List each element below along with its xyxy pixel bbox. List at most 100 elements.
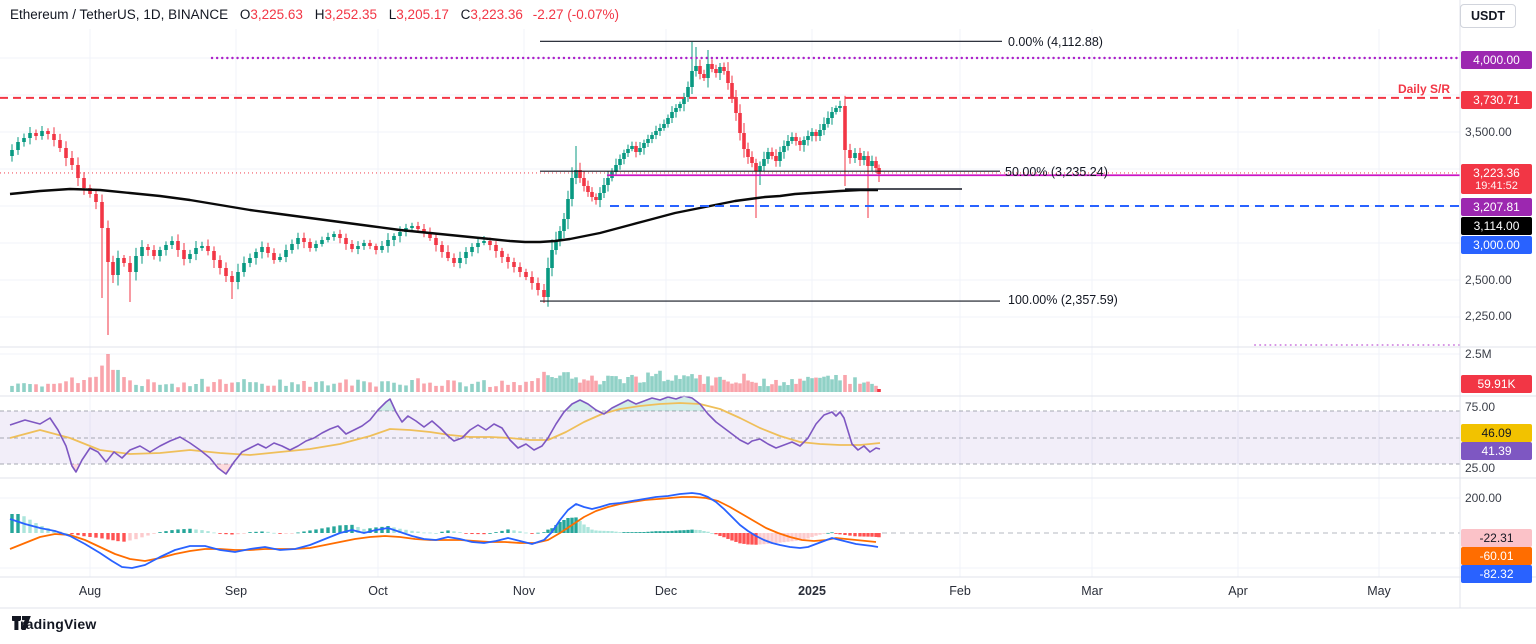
macd-histogram-bar: [332, 526, 336, 533]
macd-line[interactable]: [9, 492, 879, 569]
macd-histogram-bar: [642, 532, 646, 533]
volume-bar: [434, 385, 438, 392]
macd-histogram-bar: [666, 531, 670, 533]
price-badge: 3,223.36 19:41:52: [1461, 164, 1532, 194]
volume-bar: [546, 375, 550, 392]
volume-bar: [260, 383, 264, 392]
candle-body: [100, 202, 104, 228]
macd-histogram-bar: [714, 533, 718, 535]
volume-bar: [630, 374, 634, 392]
volume-bar: [814, 377, 818, 392]
macd-histogram-bar: [866, 533, 870, 537]
macd-histogram-bar: [662, 531, 666, 533]
macd-histogram-bar: [410, 530, 414, 533]
volume-bar: [853, 377, 857, 392]
tradingview-attribution[interactable]: TradingView: [12, 616, 96, 632]
volume-bar: [750, 381, 754, 392]
volume-bar: [28, 384, 32, 392]
volume-bar: [134, 384, 138, 392]
candle-body: [170, 241, 174, 245]
candle-body: [710, 64, 714, 69]
time-axis-label: Feb: [949, 584, 971, 598]
volume-bar: [464, 386, 468, 392]
volume-bar: [848, 383, 852, 392]
macd-histogram-bar: [494, 532, 498, 533]
fib-50-label[interactable]: 50.00% (3,235.24): [1005, 165, 1108, 179]
volume-bar: [40, 386, 44, 392]
volume-bar: [798, 378, 802, 392]
macd-histogram-bar: [646, 531, 650, 533]
symbol-legend[interactable]: Ethereum / TetherUS, 1D, BINANCE O3,225.…: [10, 7, 619, 22]
candle-body: [410, 226, 414, 228]
macd-histogram-bar: [188, 528, 192, 533]
volume-bar: [806, 376, 810, 392]
volume-bar: [416, 378, 420, 392]
macd-histogram-bar: [170, 530, 174, 533]
symbol-title[interactable]: Ethereum / TetherUS, 1D, BINANCE: [10, 7, 229, 22]
candle-body: [706, 64, 710, 78]
volume-bar: [658, 370, 662, 392]
macd-histogram-bar: [140, 533, 144, 538]
candle-body: [284, 250, 288, 257]
volume-bar: [374, 386, 378, 392]
fib-0-label[interactable]: 0.00% (4,112.88): [1008, 35, 1103, 49]
candle-body: [650, 135, 654, 139]
price-badge: 3,207.81: [1461, 198, 1532, 216]
volume-bar: [82, 379, 86, 392]
volume-bar: [488, 386, 492, 392]
volume-bar: [834, 375, 838, 392]
candle-body: [200, 246, 204, 248]
candle-body: [598, 193, 602, 200]
candle-body: [296, 238, 300, 244]
volume-bar: [830, 379, 834, 392]
candle-body: [674, 108, 678, 112]
volume-bar: [686, 376, 690, 392]
volume-bar: [554, 378, 558, 392]
macd-histogram-bar: [236, 533, 240, 535]
macd-histogram-bar: [738, 533, 742, 544]
macd-histogram-bar: [458, 532, 462, 533]
candle-body: [786, 141, 790, 146]
macd-histogram-bar: [46, 528, 50, 533]
price-badge: 4,000.00: [1461, 51, 1532, 69]
volume-bar: [706, 376, 710, 392]
candle-body: [111, 262, 115, 275]
volume-bar: [594, 380, 598, 392]
volume-bar: [570, 378, 574, 392]
candle-body: [500, 251, 504, 257]
candle-body: [766, 152, 770, 159]
macd-histogram-bar: [874, 533, 878, 537]
currency-toggle-button[interactable]: USDT: [1460, 4, 1516, 28]
macd-histogram-bar: [452, 531, 456, 533]
candle-body: [798, 141, 802, 145]
price-badge: 41.39: [1461, 442, 1532, 460]
macd-histogram-bar: [638, 532, 642, 533]
volume-bar: [470, 383, 474, 392]
volume-bar: [710, 385, 714, 392]
volume-bar: [116, 369, 120, 392]
macd-histogram-bar: [670, 530, 674, 533]
candle-body: [862, 156, 866, 160]
macd-histogram-bar: [470, 533, 474, 535]
candle-body: [242, 263, 246, 272]
volume-bar: [212, 382, 216, 392]
volume-bar: [858, 383, 862, 392]
macd-histogram-bar: [606, 530, 610, 533]
daily-sr-label[interactable]: Daily S/R: [1397, 82, 1450, 96]
fib-100-label[interactable]: 100.00% (2,357.59): [1008, 293, 1118, 307]
candle-body: [722, 67, 726, 71]
volume-bar: [344, 379, 348, 392]
candle-body: [302, 238, 306, 242]
volume-bar: [802, 380, 806, 392]
candle-body: [278, 257, 282, 260]
macd-histogram-bar: [834, 533, 838, 534]
macd-histogram-bar: [194, 529, 198, 533]
ma-line[interactable]: [9, 187, 878, 244]
macd-histogram-bar: [82, 533, 86, 537]
rsi-line[interactable]: [9, 395, 881, 475]
volume-bar: [386, 381, 390, 392]
candle-body: [182, 250, 186, 259]
scale-tick-label: 2,500.00: [1465, 273, 1512, 287]
